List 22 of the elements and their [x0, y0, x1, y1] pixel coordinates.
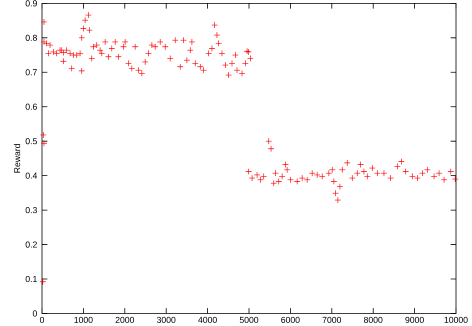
x-tick-label: 3000: [156, 316, 176, 323]
y-tick-label: 0.1: [26, 276, 37, 282]
x-tick-label: 4000: [198, 316, 217, 323]
y-tick-label: 0.5: [26, 138, 37, 144]
y-tick-label: 0: [32, 310, 37, 317]
y-tick-label: 0.2: [26, 242, 37, 248]
x-tick-label: 10000: [444, 316, 468, 323]
x-tick-label: 1000: [74, 316, 93, 323]
y-tick-label: 0.6: [26, 104, 37, 110]
y-tick-label: 0.3: [26, 207, 37, 214]
x-tick-label: 0: [40, 316, 44, 323]
x-tick-label: 2000: [116, 316, 134, 323]
x-tick-label: 8000: [364, 316, 382, 323]
x-tick-label: 6000: [281, 316, 300, 323]
y-tick-label: 0.9: [26, 0, 37, 6]
y-tick-label: 0.7: [26, 69, 37, 76]
y-tick-label: 0.8: [26, 34, 37, 41]
x-tick-label: 7000: [322, 316, 342, 323]
y-tick-label: 0.4: [26, 172, 38, 179]
y-axis-title: Reward: [14, 144, 20, 173]
x-tick-label: 5000: [240, 316, 258, 323]
x-tick-label: 9000: [405, 316, 424, 323]
